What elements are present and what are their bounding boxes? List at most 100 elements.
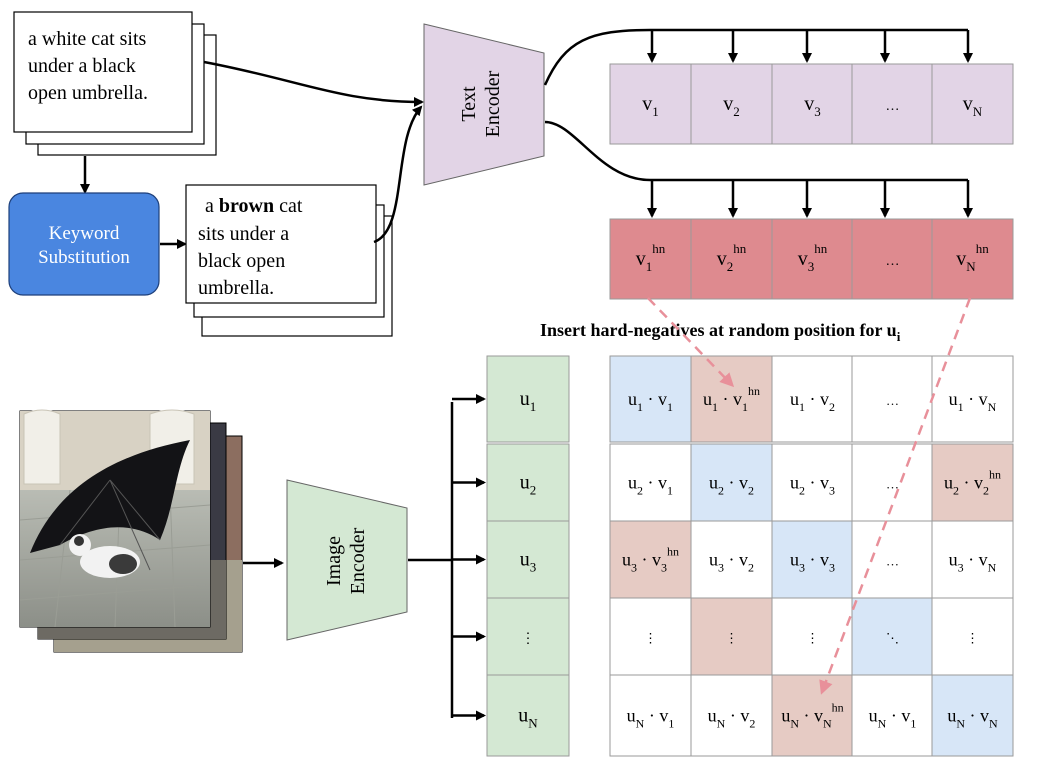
image-embedding-cell [486, 597, 570, 676]
matrix-cell-label: uN · vN [947, 706, 998, 731]
insert-label: Insert hard-negatives at random position… [540, 320, 901, 344]
text-embedding-row: v1 v2 v3 … vN [609, 63, 1014, 145]
text-embedding-label: v3 [804, 93, 821, 119]
hn-embedding-row: v1hn v2hn v3hn … vNhn [609, 218, 1014, 300]
text-output-bus [543, 28, 968, 86]
matrix-cell [931, 355, 1014, 443]
hn-caption-stack: a brown cat sits under a black open umbr… [185, 184, 393, 337]
matrix-cell-label: u3 · v2 [709, 550, 754, 575]
image-embedding-cell [486, 520, 570, 599]
matrix-cell-label: … [886, 393, 899, 408]
image-encoder: Image Encoder [286, 479, 408, 641]
hn-card-front [185, 184, 377, 304]
image-encoder-label-2: Encoder [347, 527, 369, 594]
matrix-cell-label: uN · vNhn [781, 701, 843, 731]
text-embedding-label: … [886, 99, 900, 114]
image-embedding-label: u1 [520, 388, 537, 414]
text-encoder-label-2: Encoder [482, 70, 504, 137]
matrix-cell [609, 355, 692, 443]
matrix-cell-label: u3 · v3hn [622, 545, 679, 575]
image-embedding-cell [486, 674, 570, 757]
cat-umbrella-photo [19, 409, 211, 628]
caption-stack: a white cat sits under a black open umbr… [13, 11, 217, 156]
matrix-cell-label: ⋮ [725, 631, 738, 646]
matrix-cell-label: u2 · v2hn [944, 468, 1001, 498]
matrix-cell-label: u1 · v2 [790, 389, 835, 414]
matrix-cell-label: u1 · v1 [628, 389, 673, 414]
matrix-cell-label: u2 · v3 [790, 473, 835, 498]
hn-line-4: umbrella. [198, 277, 274, 299]
matrix-cell [771, 443, 854, 522]
image-encoder-shape [286, 479, 408, 641]
matrix-cell-label: u2 · v2 [709, 473, 754, 498]
matrix-cell [690, 443, 773, 522]
image-embedding-label: ⋮ [521, 632, 535, 647]
matrix-cell-label: ⋱ [886, 631, 899, 646]
hn-insertion-arrows [647, 297, 972, 695]
matrix-cell [851, 443, 934, 522]
keyword-box-shape [8, 192, 160, 296]
matrix-cell-label: u1 · vN [949, 389, 997, 414]
photo-cat-head-patch [74, 536, 84, 546]
hn-embedding-cell [851, 218, 934, 300]
text-embedding-cell [851, 63, 934, 145]
text-embedding-label: vN [963, 93, 983, 119]
keyword-label-2: Substitution [38, 247, 130, 268]
matrix-cell [609, 443, 692, 522]
matrix-cell-label: uN · v1 [869, 706, 917, 731]
caption-card-front [13, 11, 193, 133]
matrix-cell [931, 443, 1014, 522]
photo-cat-patch [109, 554, 137, 574]
text-encoder: Text Encoder [423, 23, 545, 186]
matrix-cell-label: u3 · vN [949, 550, 997, 575]
matrix-cell-label: ⋮ [644, 631, 657, 646]
hn-drop-arrows [647, 180, 973, 218]
text-encoder-shape [423, 23, 545, 186]
hn-line-1: a brown cat [205, 195, 303, 217]
hn-output-bus [544, 120, 968, 182]
image-embedding-label: u3 [520, 549, 537, 575]
image-branch-arrows [452, 394, 486, 721]
matrix-cell-label: uN · v1 [627, 706, 675, 731]
matrix-cell [931, 520, 1014, 599]
matrix-cell [690, 674, 773, 757]
matrix-cell [609, 674, 692, 757]
hn-line-3: black open [198, 250, 285, 272]
image-embedding-cell [486, 443, 570, 522]
text-embedding-cell [690, 63, 773, 145]
hn-embedding-cell [771, 218, 854, 300]
hn-embedding-cell [609, 218, 692, 300]
photo-umbrella-ribs [59, 479, 161, 571]
caption-line-2: under a black [28, 55, 136, 77]
matrix-cell-label: ⋮ [806, 631, 819, 646]
hn-embedding-label: v1hn [636, 241, 666, 274]
matrix-cell [931, 597, 1014, 676]
caption-line-3: open umbrella. [28, 82, 148, 104]
image-embedding-cell [486, 355, 570, 443]
hn-line-2: sits under a [198, 223, 289, 245]
text-embedding-cell [771, 63, 854, 145]
image-embedding-column: u1 u2 u3 ⋮ uN [486, 355, 570, 757]
image-embedding-label: u2 [520, 472, 537, 498]
keyword-substitution-box: Keyword Substitution [8, 192, 160, 296]
hn-embedding-label: vNhn [956, 241, 989, 274]
hn-embedding-label: v2hn [717, 241, 747, 274]
hn-embedding-cell [690, 218, 773, 300]
matrix-cell [851, 674, 934, 757]
text-drop-arrows [647, 30, 973, 63]
text-embedding-cell [931, 63, 1014, 145]
text-embedding-label: v1 [642, 93, 659, 119]
hn-embedding-cell [931, 218, 1014, 300]
matrix-cell-label: … [886, 554, 899, 569]
matrix-cell-label: u3 · v3 [790, 550, 835, 575]
matrix-cell [771, 597, 854, 676]
matrix-cell [609, 597, 692, 676]
matrix-cell [851, 355, 934, 443]
matrix-cell [771, 520, 854, 599]
arrow-caption-to-text-encoder [203, 60, 424, 107]
matrix-cell-label: … [886, 477, 899, 492]
text-embedding-label: v2 [723, 93, 740, 119]
matrix-cell [771, 355, 854, 443]
